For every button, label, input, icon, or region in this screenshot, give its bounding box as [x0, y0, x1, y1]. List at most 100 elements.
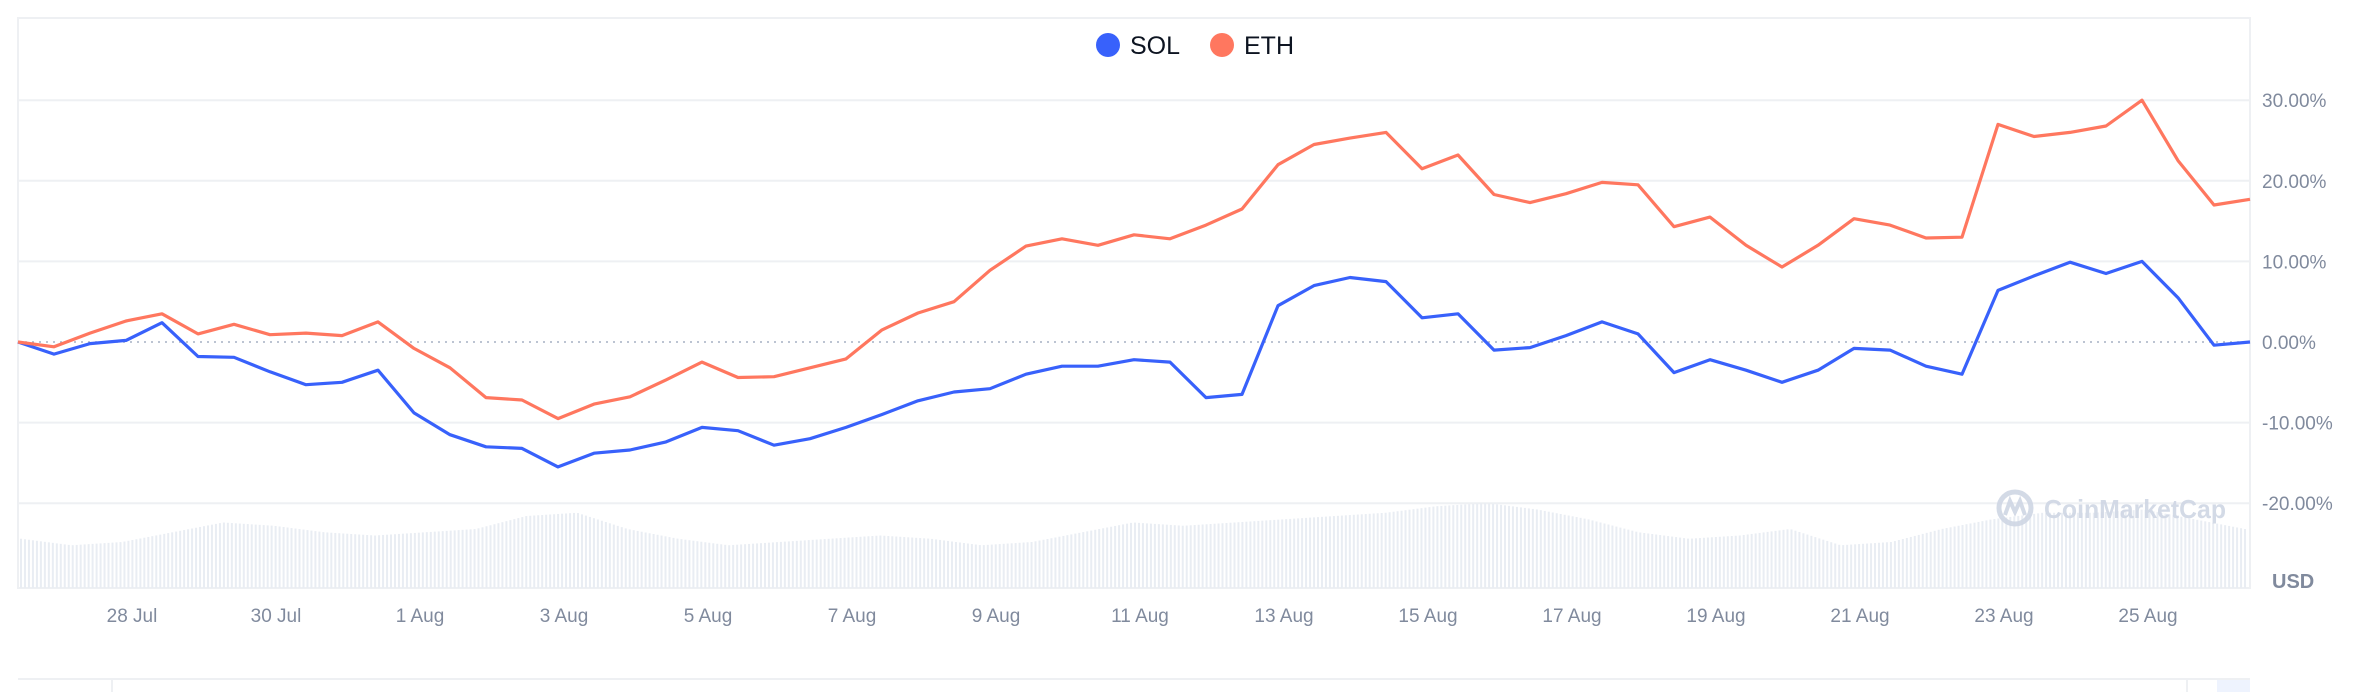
- volume-bar: [1774, 530, 1777, 588]
- volume-bar: [899, 536, 902, 588]
- volume-bar: [1846, 544, 1849, 588]
- y-tick-label: -20.00%: [2262, 494, 2333, 515]
- volume-bar: [891, 536, 894, 588]
- volume-bar: [461, 529, 464, 588]
- volume-bar: [517, 518, 520, 588]
- volume-bar: [203, 526, 206, 588]
- volume-bar: [75, 544, 78, 588]
- volume-bar: [1981, 521, 1984, 588]
- volume-bar: [962, 543, 965, 588]
- volume-bar: [1842, 545, 1845, 588]
- volume-bar: [708, 542, 711, 588]
- volume-bar: [604, 522, 607, 588]
- volume-bar: [127, 540, 130, 588]
- volume-bar: [2232, 526, 2235, 588]
- volume-bar: [1870, 543, 1873, 588]
- legend-item-eth[interactable]: ETH: [1210, 32, 1294, 60]
- volume-bar: [927, 538, 930, 588]
- volume-bar: [2208, 522, 2211, 588]
- volume-bar: [2220, 524, 2223, 588]
- volume-bar: [628, 529, 631, 588]
- volume-bar: [1392, 511, 1395, 588]
- volume-bar: [218, 523, 221, 588]
- volume-bar: [2021, 515, 2024, 588]
- volume-bar: [1874, 543, 1877, 588]
- legend: SOL ETH: [1096, 32, 1294, 60]
- volume-bar: [1102, 528, 1105, 588]
- x-tick-label: 23 Aug: [1974, 606, 2033, 627]
- volume-bar: [1997, 518, 2000, 588]
- volume-bar: [728, 545, 731, 588]
- volume-bar: [1030, 542, 1033, 588]
- x-tick-label: 19 Aug: [1686, 606, 1745, 627]
- volume-bar: [736, 544, 739, 588]
- volume-bar: [1006, 543, 1009, 588]
- volume-bar: [310, 530, 313, 588]
- legend-item-sol[interactable]: SOL: [1096, 32, 1180, 60]
- volume-bar: [1643, 532, 1646, 588]
- x-tick-label: 5 Aug: [684, 606, 733, 627]
- volume-bar: [616, 525, 619, 588]
- volume-bar: [1706, 537, 1709, 588]
- volume-bar: [2176, 515, 2179, 588]
- volume-bar: [1086, 531, 1089, 588]
- x-tick-label: 11 Aug: [1111, 606, 1169, 627]
- volume-bar: [1778, 530, 1781, 588]
- volume-bar: [441, 531, 444, 588]
- volume-bar: [561, 513, 564, 588]
- volume-bar: [1790, 529, 1793, 588]
- volume-bar: [1384, 512, 1387, 588]
- volume-bar: [549, 514, 552, 588]
- volume-bar: [1655, 534, 1658, 588]
- volume-bar: [1289, 518, 1292, 588]
- volume-bar: [1340, 515, 1343, 588]
- volume-bar: [1679, 537, 1682, 588]
- volume-bar: [393, 534, 396, 588]
- volume-bar: [1472, 503, 1475, 588]
- volume-bar: [437, 531, 440, 588]
- volume-bar: [919, 538, 922, 588]
- volume-bar: [756, 543, 759, 588]
- volume-bar: [696, 541, 699, 588]
- volume-bar: [2172, 515, 2175, 588]
- volume-bar: [692, 540, 695, 588]
- volume-bar: [63, 544, 66, 588]
- volume-bar: [1507, 505, 1510, 588]
- volume-bar: [1834, 543, 1837, 588]
- volume-bar: [2156, 512, 2159, 588]
- volume-bar: [2005, 517, 2008, 588]
- volume-bar: [1070, 534, 1073, 588]
- volume-bar: [195, 527, 198, 588]
- volume-bar: [1567, 515, 1570, 588]
- volume-bar: [1794, 530, 1797, 588]
- volume-bar: [330, 532, 333, 588]
- volume-bar: [1448, 505, 1451, 588]
- volume-bar: [648, 533, 651, 588]
- volume-bar: [2224, 525, 2227, 588]
- volume-bar: [1818, 538, 1821, 588]
- volume-bars: [20, 503, 2247, 588]
- volume-bar: [1181, 525, 1184, 588]
- volume-bar: [513, 519, 516, 588]
- volume-bar: [1042, 539, 1045, 588]
- volume-bar: [453, 530, 456, 588]
- volume-bar: [839, 538, 842, 588]
- volume-bar: [1269, 520, 1272, 588]
- volume-bar: [1615, 526, 1618, 588]
- volume-bar: [1993, 518, 1996, 588]
- volume-bar: [1583, 518, 1586, 588]
- volume-bar: [1078, 532, 1081, 588]
- volume-bar: [573, 512, 576, 588]
- volume-bar: [935, 539, 938, 588]
- volume-bar: [1344, 515, 1347, 588]
- volume-bar: [1265, 520, 1268, 588]
- volume-bar: [2076, 512, 2079, 588]
- volume-bar: [1555, 513, 1558, 588]
- navigator-strip[interactable]: [18, 678, 2250, 692]
- volume-bar: [1193, 525, 1196, 588]
- volume-bar: [1002, 543, 1005, 588]
- volume-bar: [1858, 544, 1861, 588]
- volume-bar: [1663, 535, 1666, 588]
- volume-bar: [748, 543, 751, 588]
- volume-bar: [1046, 539, 1049, 588]
